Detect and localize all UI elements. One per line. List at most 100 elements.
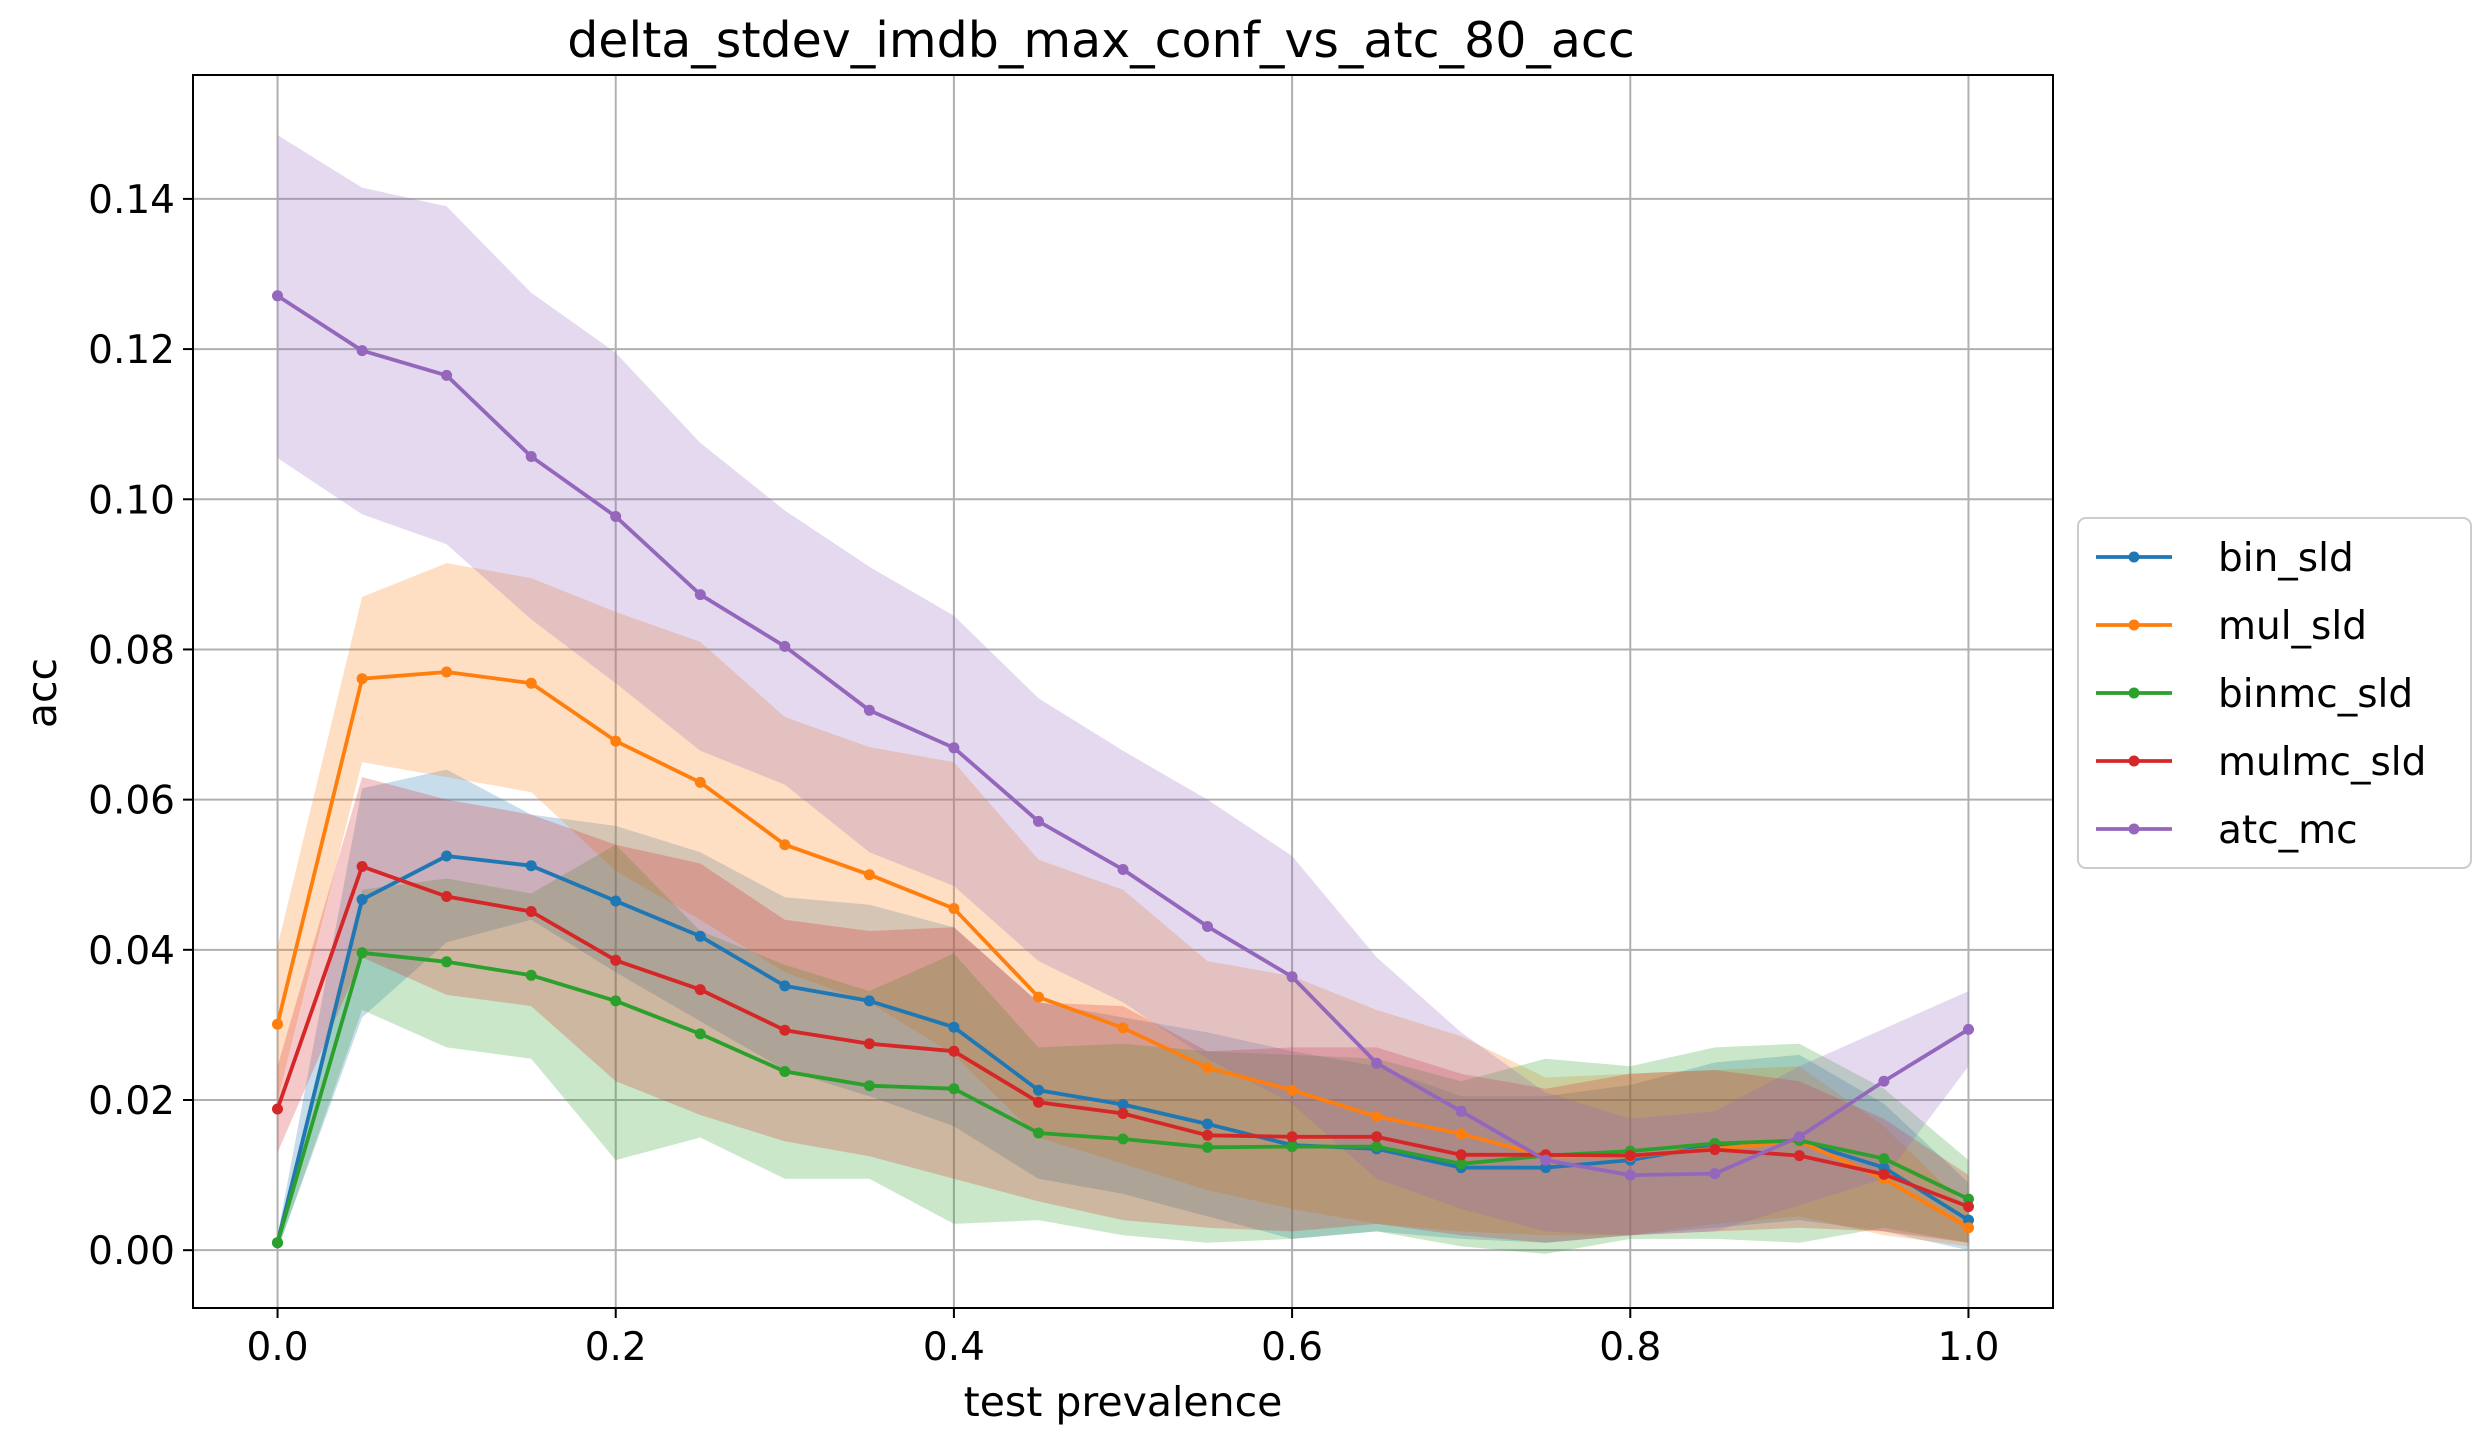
y-tick-label: 0.14 — [88, 178, 175, 223]
data-point-mul-sld — [1286, 1084, 1298, 1096]
data-point-mulmc-sld — [441, 891, 453, 902]
data-point-mulmc-sld — [1963, 1201, 1974, 1213]
legend: bin_sld mul_sld binmc_sld mulmc_sld atc_mc — [2077, 517, 2472, 869]
data-point-binmc-sld — [779, 1066, 791, 1077]
data-point-mul-sld — [863, 869, 875, 881]
data-point-mulmc-sld — [1286, 1131, 1298, 1143]
data-point-atc-mc — [1455, 1105, 1467, 1117]
data-point-atc-mc — [779, 640, 791, 652]
data-point-atc-mc — [1793, 1131, 1805, 1143]
legend-marker-bin-sld — [2128, 551, 2140, 563]
data-point-bin-sld — [863, 995, 875, 1007]
y-tick-label: 0.02 — [88, 1079, 175, 1124]
series-lines — [272, 290, 1974, 1249]
data-point-mulmc-sld — [863, 1038, 875, 1050]
data-point-mulmc-sld — [1117, 1108, 1129, 1119]
data-point-atc-mc — [948, 742, 960, 754]
data-point-mulmc-sld — [1793, 1150, 1805, 1162]
y-tick-label: 0.12 — [88, 328, 175, 373]
data-point-binmc-sld — [1286, 1141, 1298, 1153]
data-point-bin-sld — [1963, 1214, 1974, 1226]
legend-marker-mulmc-sld — [2128, 755, 2140, 767]
x-tick-label: 1.0 — [1937, 1325, 1999, 1370]
data-point-binmc-sld — [525, 969, 537, 981]
data-point-atc-mc — [1286, 971, 1298, 983]
data-point-bin-sld — [356, 894, 368, 905]
data-point-binmc-sld — [610, 995, 622, 1007]
band-bin-sld — [277, 769, 1969, 1251]
band-mulmc-sld — [277, 777, 1969, 1243]
data-point-binmc-sld — [1033, 1127, 1044, 1139]
x-tick-label: 0.6 — [1261, 1325, 1323, 1370]
data-point-mulmc-sld — [1371, 1131, 1383, 1143]
data-point-binmc-sld — [863, 1080, 875, 1092]
data-point-atc-mc — [863, 704, 875, 716]
data-point-mulmc-sld — [1709, 1144, 1721, 1156]
data-point-mul-sld — [948, 903, 960, 914]
data-point-mul-sld — [1202, 1062, 1213, 1074]
data-point-atc-mc — [1624, 1169, 1636, 1181]
data-point-mulmc-sld — [272, 1103, 283, 1115]
data-point-mul-sld — [1963, 1222, 1974, 1234]
chart-title: delta_stdev_imdb_max_conf_vs_atc_80_acc — [567, 12, 1635, 69]
data-point-mul-sld — [694, 776, 706, 788]
legend-label-atc-mc: atc_mc — [2218, 808, 2358, 853]
data-point-mulmc-sld — [1033, 1096, 1044, 1108]
data-point-mulmc-sld — [1624, 1150, 1636, 1162]
data-point-binmc-sld — [441, 956, 453, 968]
data-point-binmc-sld — [948, 1083, 960, 1095]
data-point-mul-sld — [441, 666, 453, 678]
data-point-binmc-sld — [1878, 1153, 1890, 1165]
data-point-bin-sld — [1117, 1099, 1129, 1110]
data-point-mulmc-sld — [610, 954, 622, 966]
legend-marker-atc-mc — [2128, 823, 2140, 835]
x-tick-label: 0.0 — [247, 1325, 309, 1370]
y-tick-label: 0.10 — [88, 478, 175, 523]
y-tick-label: 0.04 — [88, 929, 175, 974]
data-point-mulmc-sld — [1455, 1149, 1467, 1161]
data-point-atc-mc — [1540, 1154, 1552, 1166]
data-point-mul-sld — [525, 677, 537, 689]
data-point-mul-sld — [1117, 1022, 1129, 1034]
legend-label-binmc-sld: binmc_sld — [2218, 672, 2413, 717]
data-point-atc-mc — [1709, 1168, 1721, 1180]
data-point-bin-sld — [610, 895, 622, 907]
data-point-mulmc-sld — [1202, 1129, 1213, 1141]
plot-frame — [192, 74, 2054, 1309]
data-point-binmc-sld — [694, 1028, 706, 1040]
legend-label-mulmc-sld: mulmc_sld — [2218, 740, 2426, 785]
data-point-bin-sld — [694, 930, 706, 942]
data-point-mul-sld — [1371, 1111, 1383, 1122]
data-point-atc-mc — [525, 451, 537, 462]
data-point-mul-sld — [272, 1018, 283, 1030]
band-mul-sld — [277, 563, 1969, 1247]
data-point-mulmc-sld — [356, 861, 368, 872]
data-point-bin-sld — [1033, 1084, 1044, 1096]
data-point-atc-mc — [1878, 1075, 1890, 1087]
y-axis-ticks: 0.00 0.02 0.04 0.06 0.08 0.10 0.12 0.14 — [88, 178, 193, 1274]
data-point-binmc-sld — [1455, 1158, 1467, 1170]
data-point-atc-mc — [1202, 921, 1213, 932]
x-axis-ticks: 0.0 0.2 0.4 0.6 0.8 1.0 — [247, 1308, 1999, 1370]
data-point-atc-mc — [356, 345, 368, 357]
data-point-mul-sld — [356, 673, 368, 685]
data-point-bin-sld — [525, 860, 537, 872]
data-point-binmc-sld — [356, 947, 368, 959]
data-point-mulmc-sld — [525, 906, 537, 917]
legend-label-mul-sld: mul_sld — [2218, 604, 2367, 649]
x-tick-label: 0.8 — [1599, 1325, 1661, 1370]
data-point-binmc-sld — [1202, 1141, 1213, 1153]
legend-box — [2077, 517, 2472, 869]
data-point-mul-sld — [779, 839, 791, 851]
data-point-atc-mc — [694, 589, 706, 601]
y-axis-label: acc — [18, 658, 66, 728]
data-point-mulmc-sld — [694, 984, 706, 996]
data-point-mulmc-sld — [779, 1024, 791, 1036]
data-point-atc-mc — [272, 290, 283, 302]
data-point-bin-sld — [948, 1021, 960, 1033]
data-point-mul-sld — [1033, 991, 1044, 1003]
data-point-atc-mc — [1033, 815, 1044, 827]
data-point-atc-mc — [1371, 1057, 1383, 1069]
data-point-binmc-sld — [1371, 1141, 1383, 1153]
